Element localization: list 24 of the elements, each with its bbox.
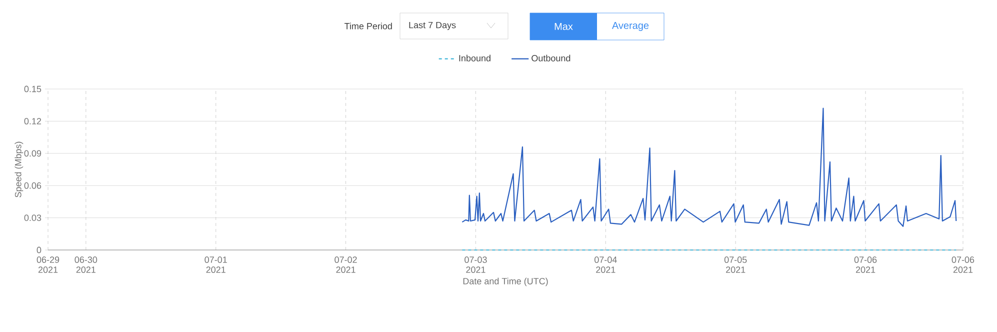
x-axis-title: Date and Time (UTC) bbox=[463, 278, 548, 286]
x-tick-label: 07-03 2021 bbox=[464, 256, 487, 273]
legend-label: Outbound bbox=[532, 54, 570, 62]
x-tick-label: 06-29 2021 bbox=[36, 256, 60, 273]
x-tick-label: 07-01 2021 bbox=[204, 256, 227, 273]
text: Time Period bbox=[344, 22, 392, 30]
text: Max bbox=[554, 23, 573, 30]
text: Average bbox=[612, 22, 649, 31]
x-tick-label: 07-06 2021 bbox=[952, 256, 974, 273]
x-tick-label: 07-04 2021 bbox=[594, 256, 617, 273]
x-tick-label: 06-30 2021 bbox=[74, 256, 98, 273]
x-tick-label: 07-02 2021 bbox=[334, 256, 357, 273]
y-axis-title: Speed (Mbps) bbox=[14, 142, 24, 198]
y-tick-label: 0.15 bbox=[24, 86, 42, 92]
y-tick-label: 0.06 bbox=[24, 182, 42, 189]
y-tick-label: 0.03 bbox=[24, 214, 42, 221]
line-series bbox=[462, 108, 957, 227]
y-tick-label: 0.12 bbox=[24, 118, 42, 124]
y-tick-label: 0.09 bbox=[24, 150, 42, 157]
x-tick-label: 07-05 2021 bbox=[724, 256, 747, 273]
text: Last 7 Days bbox=[409, 22, 456, 30]
legend-label: Inbound bbox=[459, 54, 490, 62]
y-tick-label: 0 bbox=[36, 246, 42, 254]
x-tick-label: 07-06 2021 bbox=[854, 256, 877, 273]
